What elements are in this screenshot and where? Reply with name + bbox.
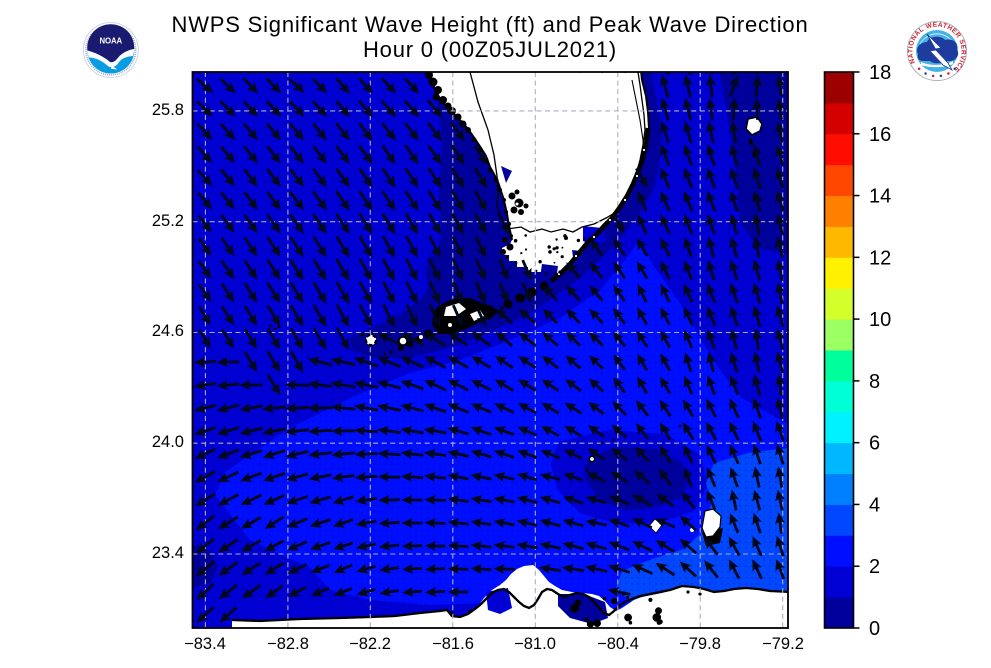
svg-text:2: 2 [869,556,880,578]
svg-text:12: 12 [869,247,891,269]
svg-text:16: 16 [869,124,891,146]
svg-text:6: 6 [869,433,880,455]
svg-text:NOAA: NOAA [100,37,123,46]
svg-text:18: 18 [869,62,891,84]
svg-text:4: 4 [869,494,880,516]
svg-text:14: 14 [869,186,891,208]
svg-text:0: 0 [869,618,880,640]
svg-text:8: 8 [869,371,880,393]
svg-text:10: 10 [869,309,891,331]
